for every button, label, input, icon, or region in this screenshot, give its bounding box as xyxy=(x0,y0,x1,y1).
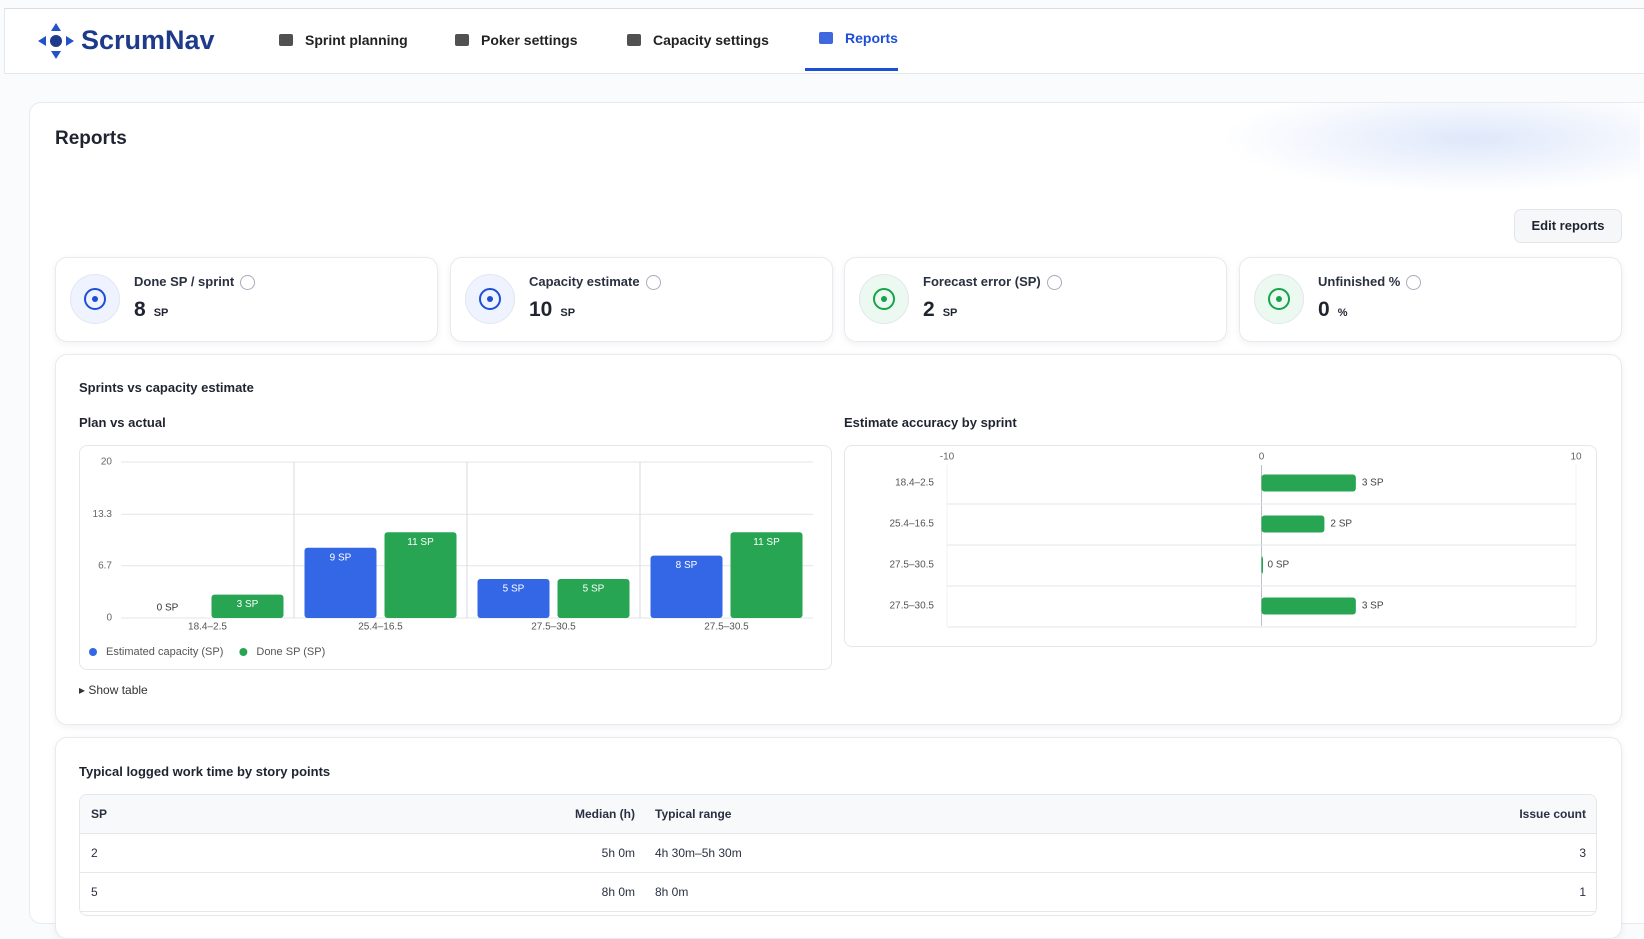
column-header: SP xyxy=(91,807,108,821)
kpi-value: 10 xyxy=(529,298,553,321)
kpi-label: Done SP / sprint xyxy=(134,274,256,291)
nav-item[interactable]: Poker settings xyxy=(455,8,577,71)
table-cell: 2 xyxy=(91,846,98,860)
page-title: Reports xyxy=(55,128,127,149)
nav-icon xyxy=(455,33,469,46)
kpi-unit: SP xyxy=(942,307,958,319)
logo-icon xyxy=(38,23,74,59)
nav-icon xyxy=(279,33,293,46)
edit-reports-button[interactable]: Edit reports xyxy=(1514,209,1622,243)
nav-label: Reports xyxy=(845,30,898,46)
help-icon xyxy=(1406,275,1422,291)
kpi-card: Done SP / sprint 8 SP xyxy=(55,257,438,342)
help-icon xyxy=(645,275,661,291)
kpi-value: 0 xyxy=(1318,298,1330,321)
table-cell: 5h 0m xyxy=(601,846,635,860)
kpi-icon xyxy=(465,274,515,324)
column-header: Median (h) xyxy=(575,807,635,821)
table-cell: 4h 30m–5h 30m xyxy=(655,846,742,860)
kpi-label-text: Forecast error (SP) xyxy=(923,274,1041,289)
kpi-value-row: 8 SP xyxy=(134,298,168,322)
kpi-card: Unfinished % 0% xyxy=(1239,257,1622,342)
show-table-toggle[interactable]: ▸ Show table xyxy=(79,683,148,697)
kpi-label: Forecast error (SP) xyxy=(923,274,1062,291)
show-table-label: Show table xyxy=(88,683,148,697)
kpi-value-row: 10 SP xyxy=(529,298,575,322)
kpi-glyph xyxy=(84,288,106,310)
help-icon xyxy=(1046,275,1062,291)
section-title: Typical logged work time by story points xyxy=(79,764,331,779)
kpi-label-text: Capacity estimate xyxy=(529,274,640,289)
kpi-value: 8 xyxy=(134,298,146,321)
kpi-unit: SP xyxy=(153,307,169,319)
table-row: 5 8h 0m 8h 0m 1 xyxy=(80,873,1596,912)
kpi-icon xyxy=(1254,274,1304,324)
nav-item[interactable]: Capacity settings xyxy=(627,8,769,71)
table-cell: 8h 0m xyxy=(601,885,635,899)
nav-item[interactable]: Sprint planning xyxy=(279,8,408,71)
kpi-unit: SP xyxy=(560,307,576,319)
kpi-label-text: Done SP / sprint xyxy=(134,274,235,289)
kpi-card: Capacity estimate 10 SP xyxy=(450,257,833,342)
section-title: Sprints vs capacity estimate xyxy=(79,380,254,395)
nav-icon xyxy=(627,33,641,46)
brand[interactable]: ScrumNav xyxy=(81,25,215,55)
kpi-label: Capacity estimate xyxy=(529,274,661,291)
kpi-label: Unfinished % xyxy=(1318,274,1422,291)
chart-title: Plan vs actual xyxy=(79,415,166,430)
column-header: Issue count xyxy=(1519,807,1586,821)
kpi-card: Forecast error (SP) 2 SP xyxy=(844,257,1227,342)
top-nav: ScrumNav xyxy=(4,8,1644,74)
kpi-unit: % xyxy=(1337,307,1348,319)
page: ScrumNav Sprint planning Poker settings Ca… xyxy=(4,8,1644,939)
kpi-glyph xyxy=(479,288,501,310)
table-cell: 8h 0m xyxy=(655,885,689,899)
nav-item[interactable]: Reports xyxy=(805,8,898,71)
nav-label: Poker settings xyxy=(481,31,578,48)
kpi-label-text: Unfinished % xyxy=(1318,274,1401,289)
kpi-icon xyxy=(70,274,120,324)
illustration xyxy=(1220,103,1640,193)
kpi-value-row: 2 SP xyxy=(923,298,957,322)
column-header: Typical range xyxy=(655,807,732,821)
kpi-value-row: 0% xyxy=(1318,298,1347,322)
chart-title: Estimate accuracy by sprint xyxy=(844,415,1017,430)
table-cell: 3 xyxy=(1579,846,1586,860)
kpi-glyph xyxy=(873,288,895,310)
table-cell: 1 xyxy=(1579,885,1586,899)
help-icon xyxy=(240,275,256,291)
table-cell: 5 xyxy=(91,885,98,899)
work-time-table: SP Median (h) Typical range Issue count 2 5h … xyxy=(79,794,1597,916)
nav-icon xyxy=(819,32,833,44)
table-row: 2 5h 0m 4h 30m–5h 30m 3 xyxy=(80,834,1596,873)
nav-label: Sprint planning xyxy=(305,31,408,48)
table-header-row: SP Median (h) Typical range Issue count xyxy=(80,795,1596,834)
kpi-value: 2 xyxy=(923,298,935,321)
kpi-icon xyxy=(859,274,909,324)
kpi-glyph xyxy=(1268,288,1290,310)
chart-box xyxy=(79,445,832,670)
chart-box xyxy=(844,445,1597,647)
nav-label: Capacity settings xyxy=(653,31,769,48)
